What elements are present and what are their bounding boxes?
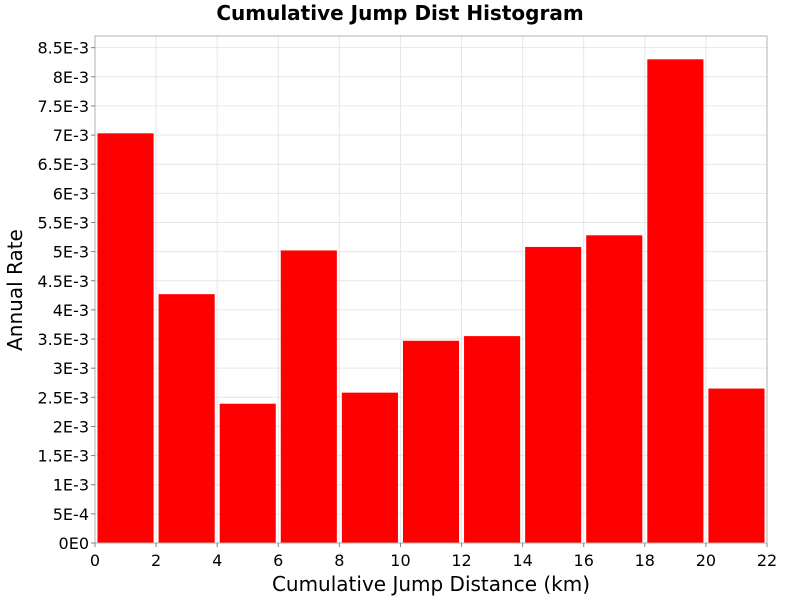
y-tick-label: 7E-3 [53,126,89,145]
x-tick-label: 16 [574,551,594,570]
histogram-bar [97,133,154,544]
x-tick-label: 20 [696,551,716,570]
y-tick-label: 3E-3 [53,359,89,378]
y-tick-label: 0E0 [59,534,89,553]
histogram-bar [280,250,337,543]
histogram-bar [219,403,276,543]
y-tick-label: 3.5E-3 [37,330,89,349]
y-tick-label: 1.5E-3 [37,447,89,466]
y-tick-label: 2E-3 [53,417,89,436]
y-tick-label: 6E-3 [53,184,89,203]
y-tick-label: 4.5E-3 [37,272,89,291]
y-tick-label: 6.5E-3 [37,155,89,174]
x-tick-label: 4 [212,551,222,570]
x-tick-label: 12 [451,551,471,570]
histogram-bar [525,246,582,543]
histogram-bar [708,388,765,543]
y-tick-label: 1E-3 [53,476,89,495]
x-axis-ticks: 0 2 4 6 8 10 12 14 16 18 20 22 [90,543,777,570]
plot-frame [94,35,768,544]
histogram-bar [647,59,704,544]
x-tick-label: 10 [390,551,410,570]
y-tick-label: 7.5E-3 [37,97,89,116]
x-tick-label: 14 [512,551,532,570]
histogram-bar [586,235,643,543]
x-tick-label: 2 [151,551,161,570]
histogram-bar [464,336,521,543]
y-tick-label: 4E-3 [53,301,89,320]
histogram-bar [402,340,460,543]
y-tick-label: 8.5E-3 [37,39,89,58]
y-tick-label: 8E-3 [53,68,89,87]
x-tick-label: 6 [273,551,283,570]
histogram-bar [158,294,215,543]
x-tick-label: 22 [757,551,777,570]
y-axis-label: Annual Rate [3,229,27,351]
y-tick-label: 5.5E-3 [37,213,89,232]
x-tick-label: 18 [635,551,655,570]
chart-title: Cumulative Jump Dist Histogram [216,1,583,25]
x-tick-label: 8 [334,551,344,570]
plot-border [94,35,768,544]
histogram-bar [341,392,398,543]
x-tick-label: 0 [90,551,100,570]
y-tick-label: 5E-3 [53,243,89,262]
y-tick-label: 5E-4 [53,505,89,524]
bars [97,59,765,544]
x-axis-label: Cumulative Jump Distance (km) [272,572,590,596]
y-axis-ticks: 0E0 5E-4 1E-3 1.5E-3 2E-3 2.5E-3 3E-3 3.5E-3 4E-… [37,39,95,553]
y-tick-label: 2.5E-3 [37,388,89,407]
